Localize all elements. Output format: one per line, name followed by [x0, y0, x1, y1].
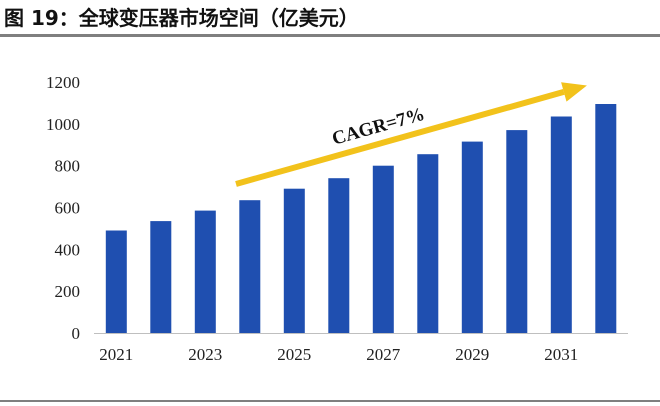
bar-2032: [595, 104, 617, 333]
y-tick-label: 1200: [46, 73, 80, 92]
title-rule: [0, 34, 660, 37]
y-tick-label: 600: [55, 199, 81, 218]
bar-2023: [194, 210, 216, 333]
bar-2030: [506, 130, 528, 333]
x-tick-label: 2025: [277, 345, 311, 364]
bars: [105, 104, 617, 333]
bar-2028: [417, 154, 439, 333]
bar-2026: [328, 178, 350, 333]
bar-2031: [550, 116, 572, 333]
bar-2022: [150, 221, 172, 333]
y-tick-label: 1000: [46, 115, 80, 134]
x-tick-label: 2027: [366, 345, 401, 364]
y-tick-label: 200: [55, 282, 81, 301]
y-tick-label: 0: [72, 324, 81, 343]
y-tick-label: 800: [55, 157, 81, 176]
x-axis: 2021 2023 2025 2027 2029 2031: [94, 333, 628, 364]
y-tick-label: 400: [55, 240, 81, 259]
bar-2029: [461, 141, 483, 333]
x-tick-label: 2023: [188, 345, 222, 364]
bar-2027: [372, 165, 394, 333]
bar-2024: [239, 200, 261, 333]
figure-title-text: 全球变压器市场空间（亿美元）: [78, 6, 359, 30]
x-tick-label: 2031: [544, 345, 578, 364]
x-tick-label: 2029: [455, 345, 489, 364]
cagr-arrow-shaft: [235, 89, 565, 187]
y-axis: 0 200 400 600 800 1000 1200: [46, 73, 80, 343]
bar-2021: [105, 230, 127, 333]
figure-label: 图 19：: [4, 6, 79, 30]
cagr-annotation: CAGR=7%: [235, 82, 587, 187]
figure-title: 图 19：全球变压器市场空间（亿美元）: [4, 6, 359, 30]
bar-2025: [283, 188, 305, 333]
cagr-arrow-head: [561, 82, 587, 102]
x-tick-label: 2021: [99, 345, 133, 364]
bottom-rule: [0, 400, 660, 402]
